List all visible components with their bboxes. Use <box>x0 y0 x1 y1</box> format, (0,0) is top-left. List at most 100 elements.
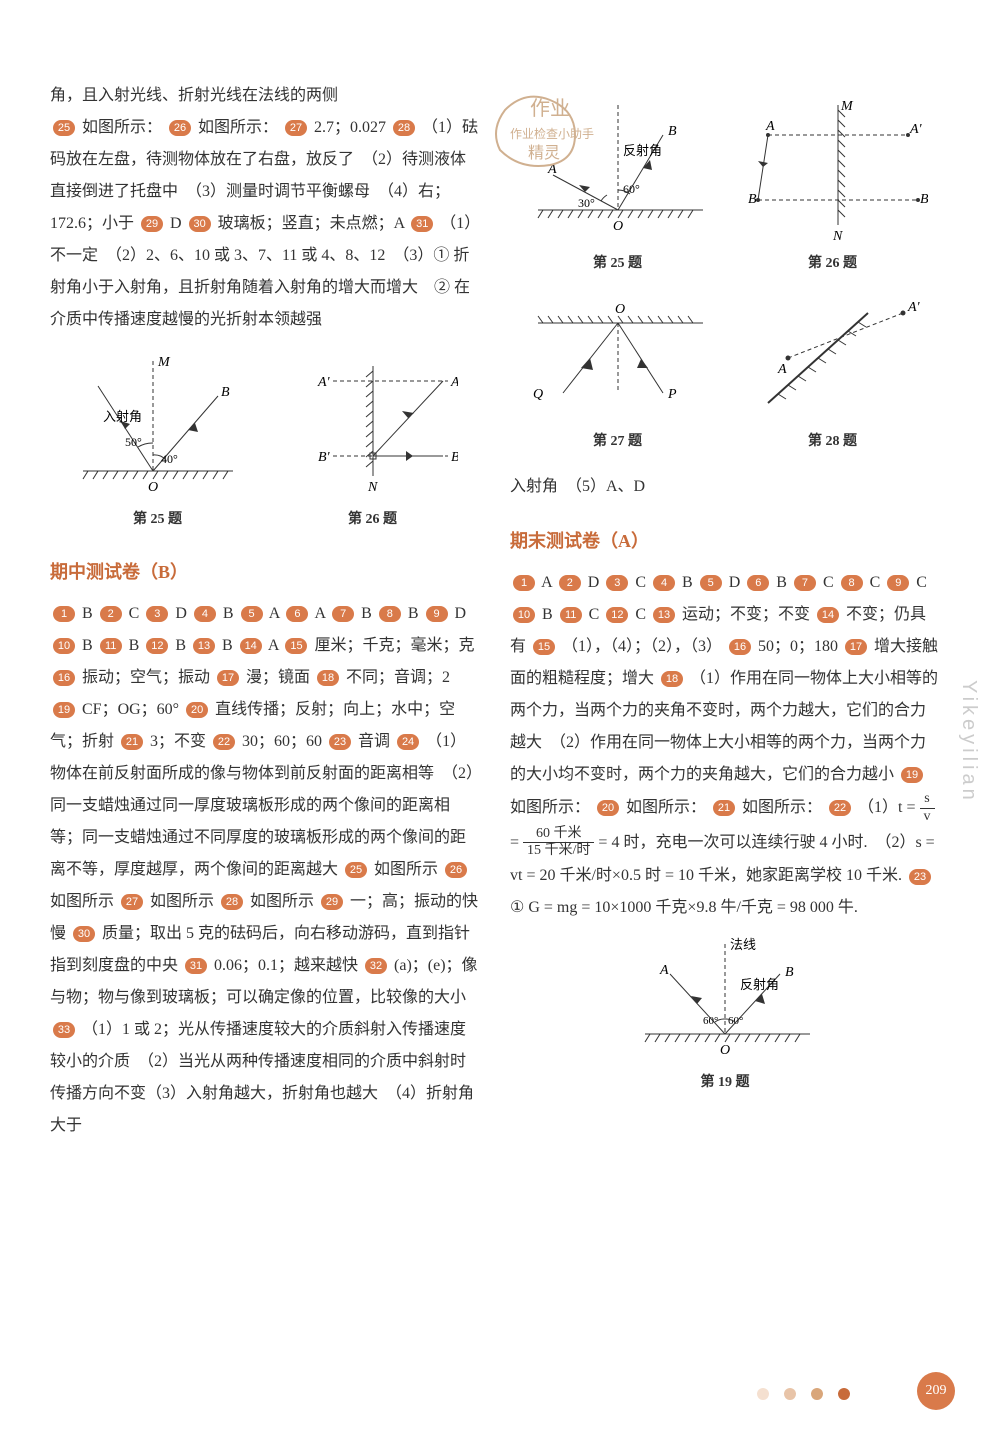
right-diag26-label: 第 26 题 <box>738 250 928 278</box>
ans-b14: A <box>268 637 279 654</box>
badge-b17: 17 <box>217 670 239 686</box>
badge-b29: 29 <box>321 894 343 910</box>
badge-b26: 26 <box>445 862 467 878</box>
left-diagram-26: N A' A B' B 第 26 题 <box>288 351 458 534</box>
ans-b4: B <box>223 605 234 622</box>
right-diagram-26: M N A A' B B' <box>738 95 928 278</box>
svg-text:60°: 60° <box>623 182 640 196</box>
ans-b22: 30；60；60 <box>242 733 322 750</box>
ans-b13: B <box>222 637 233 654</box>
ans-b23: 音调 <box>358 733 390 750</box>
ans-a1: A <box>541 574 552 591</box>
svg-text:N: N <box>832 229 843 244</box>
ans-b10: B <box>82 637 93 654</box>
svg-text:30°: 30° <box>578 196 595 210</box>
section-b-title: 期中测试卷（B） <box>50 554 480 590</box>
badge-b16: 16 <box>53 670 75 686</box>
badge-30: 30 <box>189 216 211 232</box>
badge-a9: 9 <box>887 575 909 591</box>
page-container: 角，且入射光线、折射光线在法线的两侧 25 如图所示： 26 如图所示： 27 … <box>50 80 950 1142</box>
ans-b19: CF；OG；60° <box>82 701 179 718</box>
svg-text:入射角: 入射角 <box>103 409 142 424</box>
left-diag26-label: 第 26 题 <box>288 506 458 534</box>
ans-a22-p1: （1）t = <box>858 799 915 816</box>
ans-b1: B <box>82 605 93 622</box>
ans-b26: 如图所示 <box>50 893 114 910</box>
ans-b7: B <box>361 605 372 622</box>
badge-b4: 4 <box>194 606 216 622</box>
ans-a23: ① G = mg = 10×1000 千克×9.8 牛/千克 = 98 000 … <box>510 899 858 916</box>
ans-b6: A <box>315 605 326 622</box>
dot-3 <box>811 1388 823 1400</box>
badge-b6: 6 <box>286 606 308 622</box>
ans-a15: （1），（4）；（2），（3） <box>562 638 722 655</box>
eq-sign: = <box>510 834 523 851</box>
svg-text:B: B <box>221 385 230 400</box>
ans-a21: 如图所示： <box>742 799 822 816</box>
badge-a8: 8 <box>841 575 863 591</box>
badge-a5: 5 <box>700 575 722 591</box>
badge-b32: 32 <box>365 958 387 974</box>
dot-4 <box>838 1388 850 1400</box>
svg-text:B: B <box>668 124 677 139</box>
right-diag19-label: 第 19 题 <box>625 1069 825 1097</box>
badge-a23: 23 <box>909 869 931 885</box>
badge-a17: 17 <box>845 639 867 655</box>
badge-27: 27 <box>285 120 307 136</box>
badge-b24: 24 <box>397 734 419 750</box>
badge-25: 25 <box>53 120 75 136</box>
frac1-den: v <box>920 809 935 826</box>
ans-b21: 3；不变 <box>150 733 206 750</box>
right-column: A B 反射角 60° 30° O 第 25 题 M N <box>510 80 940 1142</box>
ans-a12: C <box>635 606 646 623</box>
svg-text:M: M <box>840 99 854 114</box>
svg-text:B: B <box>748 192 757 207</box>
badge-b3: 3 <box>146 606 168 622</box>
ans-a2: D <box>588 574 600 591</box>
ans-a3: C <box>635 574 646 591</box>
badge-b10: 10 <box>53 638 75 654</box>
ans-b15: 厘米；千克；毫米；克 <box>314 637 474 654</box>
badge-b2: 2 <box>100 606 122 622</box>
dot-1 <box>757 1388 769 1400</box>
svg-text:A: A <box>777 362 787 377</box>
ans-a19: 如图所示： <box>510 799 590 816</box>
svg-text:精灵: 精灵 <box>528 144 560 162</box>
ans-b5: A <box>269 605 280 622</box>
badge-a22: 22 <box>829 800 851 816</box>
badge-a19: 19 <box>901 767 923 783</box>
ans-a7: C <box>823 574 834 591</box>
svg-text:B': B' <box>920 192 928 207</box>
cont-text: 入射角 （5）A、D <box>510 471 940 503</box>
section-a-title: 期末测试卷（A） <box>510 523 940 559</box>
ans-27: 2.7；0.027 <box>314 119 386 136</box>
ans-a16: 50；0；180 <box>758 638 838 655</box>
frac-1: s v <box>920 791 935 826</box>
ans-a8: C <box>870 574 881 591</box>
badge-a12: 12 <box>606 607 628 623</box>
svg-text:作业检查小助手: 作业检查小助手 <box>510 126 594 141</box>
svg-text:O: O <box>615 302 625 317</box>
badge-a6: 6 <box>747 575 769 591</box>
badge-b25: 25 <box>345 862 367 878</box>
badge-b9: 9 <box>426 606 448 622</box>
side-watermark: Yikeyilian <box>957 680 980 804</box>
badge-b20: 20 <box>186 702 208 718</box>
badge-31: 31 <box>411 216 433 232</box>
badge-a7: 7 <box>794 575 816 591</box>
badge-a18: 18 <box>661 671 683 687</box>
badge-b5: 5 <box>241 606 263 622</box>
badge-b15: 15 <box>285 638 307 654</box>
ans-b27: 如图所示 <box>150 893 214 910</box>
svg-text:O: O <box>720 1043 730 1058</box>
ans-a6: B <box>776 574 787 591</box>
badge-a4: 4 <box>653 575 675 591</box>
ans-b28: 如图所示 <box>250 893 314 910</box>
svg-text:60°: 60° <box>728 1015 743 1027</box>
badge-b12: 12 <box>146 638 168 654</box>
svg-text:P: P <box>667 387 677 402</box>
badge-a20: 20 <box>597 800 619 816</box>
ans-b18: 不同；音调；2 <box>346 669 450 686</box>
badge-a1: 1 <box>513 575 535 591</box>
svg-text:A: A <box>765 119 775 134</box>
